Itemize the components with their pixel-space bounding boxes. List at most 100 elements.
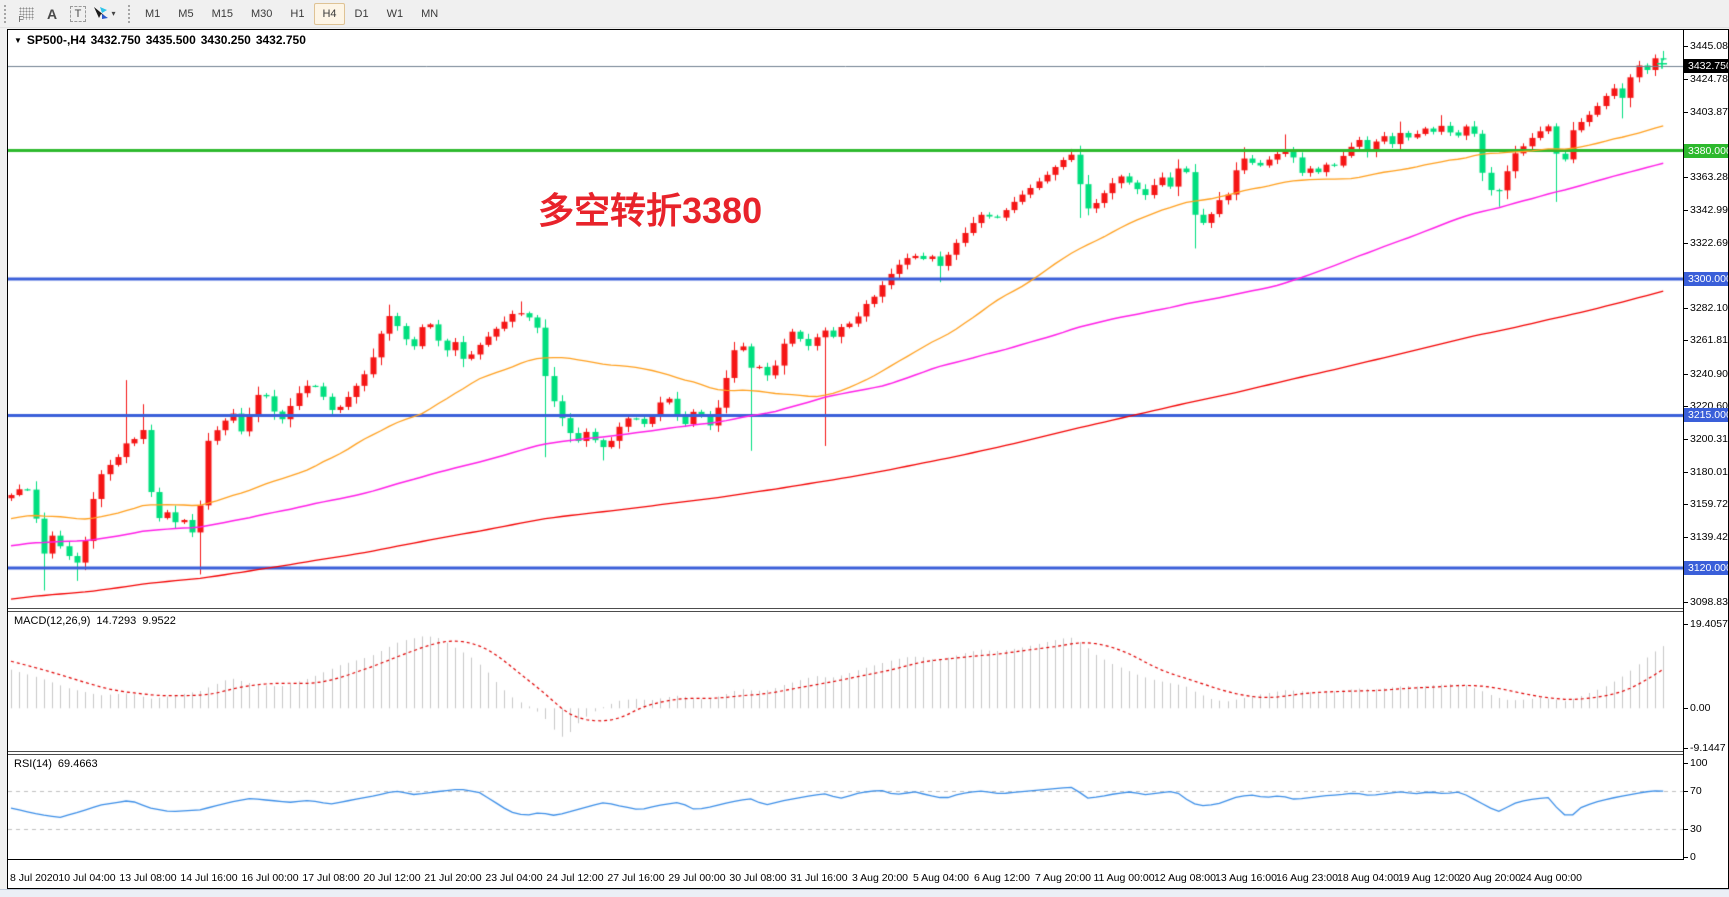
price-chart-canvas[interactable] <box>8 30 1683 860</box>
macd-tick-label: 19.4057 <box>1690 618 1728 631</box>
macd-tick-label: -9.1447 <box>1690 741 1726 754</box>
price-axis[interactable]: 3445.080 3424.785 3403.875 3363.285 3342.990… <box>1683 30 1728 864</box>
date-tick-label: 13 Jul 08:00 <box>119 872 177 884</box>
date-tick-label: 21 Jul 20:00 <box>424 872 482 884</box>
date-tick-label: 24 Jul 12:00 <box>546 872 604 884</box>
date-tick-label: 16 Jul 00:00 <box>241 872 299 884</box>
price-tick-label: 3200.310 <box>1690 433 1728 446</box>
left-dock-strip <box>0 28 7 897</box>
rsi-tick-label: 0 <box>1690 851 1696 864</box>
axis-tick-mark <box>1684 602 1688 603</box>
axis-tick-mark <box>1684 308 1688 309</box>
time-axis-line <box>8 859 1728 860</box>
date-tick-label: 23 Jul 04:00 <box>485 872 543 884</box>
timeframe-group: M1 M5 M15 M30 H1 H4 D1 W1 MN <box>137 2 446 25</box>
level-price-badge: 3300.000 <box>1684 271 1728 286</box>
axis-tick-mark <box>1684 708 1688 709</box>
date-tick-label: 13 Aug 16:00 <box>1215 872 1277 884</box>
timeframe-button-M15[interactable]: M15 <box>211 7 233 20</box>
date-tick-label: 10 Jul 04:00 <box>58 872 116 884</box>
price-tick-label: 3159.720 <box>1690 498 1728 511</box>
grid-icon: F <box>18 7 34 24</box>
label-tool-button[interactable]: A <box>39 2 65 26</box>
timeframe-button-M1[interactable]: M1 <box>145 7 161 20</box>
timeframe-button-M30[interactable]: M30 <box>250 7 273 20</box>
price-tick-label: 3363.285 <box>1690 171 1728 184</box>
timeframe-button-D1[interactable]: D1 <box>354 7 369 20</box>
panel-splitter-macd[interactable] <box>8 608 1728 612</box>
axis-tick-mark <box>1684 829 1688 830</box>
grid-tool-button[interactable]: F <box>13 2 39 26</box>
price-tick-label: 3180.015 <box>1690 465 1728 478</box>
current-price-badge: 3432.750 <box>1684 58 1728 73</box>
high-value: 3435.500 <box>145 33 196 47</box>
top-toolbar: F A T ▾ M1 M5 M15 M30 H1 H4 D1 W1 MN <box>0 0 1729 28</box>
timeframe-button-W1[interactable]: W1 <box>386 7 404 20</box>
timeframe-button-MN[interactable]: MN <box>421 7 439 20</box>
open-value: 3432.750 <box>90 33 141 47</box>
collapse-triangle-icon[interactable]: ▼ <box>14 35 22 45</box>
price-tick-label: 3342.990 <box>1690 203 1728 216</box>
date-tick-label: 24 Aug 00:00 <box>1520 872 1582 884</box>
timeframe-drag-handle[interactable] <box>127 3 132 24</box>
date-tick-label: 18 Aug 04:00 <box>1337 872 1399 884</box>
axis-tick-mark <box>1684 537 1688 538</box>
date-tick-label: 30 Jul 08:00 <box>729 872 787 884</box>
text-annotation[interactable]: 多空转折3380 <box>538 190 763 231</box>
axis-tick-mark <box>1684 439 1688 440</box>
timeframe-button-H4[interactable]: H4 <box>314 2 345 25</box>
axis-tick-mark <box>1684 857 1688 858</box>
date-tick-label: 5 Aug 04:00 <box>912 872 970 884</box>
date-tick-label: 6 Aug 12:00 <box>973 872 1031 884</box>
rsi-tick-label: 70 <box>1690 784 1702 797</box>
low-value: 3430.250 <box>200 33 251 47</box>
date-tick-label: 8 Jul 2020 <box>10 872 59 884</box>
rsi-name: RSI(14) <box>14 758 52 770</box>
panel-splitter-rsi[interactable] <box>8 751 1728 755</box>
date-tick-label: 14 Jul 16:00 <box>180 872 238 884</box>
rsi-value: 69.4663 <box>57 758 98 770</box>
macd-label-row: MACD(12,26,9) 14.7293 9.9522 <box>14 615 176 627</box>
timeframe-button-H1[interactable]: H1 <box>290 7 305 20</box>
price-tick-label: 3424.785 <box>1690 72 1728 85</box>
axis-tick-mark <box>1684 243 1688 244</box>
axis-tick-mark <box>1684 504 1688 505</box>
axis-tick-mark <box>1684 748 1688 749</box>
price-tick-label: 3240.900 <box>1690 367 1728 380</box>
axis-tick-mark <box>1684 340 1688 341</box>
axis-tick-mark <box>1684 791 1688 792</box>
symbol-period-label: SP500-,H4 <box>26 33 86 47</box>
chevron-down-icon: ▾ <box>111 9 116 18</box>
axis-tick-mark <box>1684 406 1688 407</box>
level-price-badge: 3120.000 <box>1684 561 1728 575</box>
level-price-badge: 3215.000 <box>1684 408 1728 423</box>
rsi-tick-label: 30 <box>1690 822 1702 835</box>
label-a-icon: A <box>46 5 58 22</box>
date-tick-label: 12 Aug 08:00 <box>1154 872 1216 884</box>
price-tick-label: 3282.105 <box>1690 301 1728 314</box>
price-tick-label: 3098.835 <box>1690 596 1728 608</box>
chart-window: ▼ SP500-,H4 3432.750 3435.500 3430.250 3… <box>7 29 1729 889</box>
macd-signal-value: 9.9522 <box>142 615 176 627</box>
text-box-icon: T <box>70 5 86 22</box>
date-tick-label: 19 Aug 12:00 <box>1398 872 1460 884</box>
rsi-tick-label: 100 <box>1690 756 1708 769</box>
text-tool-button[interactable]: T <box>65 2 91 26</box>
chart-title-row: ▼ SP500-,H4 3432.750 3435.500 3430.250 3… <box>14 33 306 47</box>
axis-tick-mark <box>1684 763 1688 764</box>
date-tick-label: 31 Jul 16:00 <box>790 872 848 884</box>
axis-tick-mark <box>1684 79 1688 80</box>
axis-tick-mark <box>1684 46 1688 47</box>
status-bar <box>0 889 1729 897</box>
price-tick-label: 3139.425 <box>1690 530 1728 543</box>
toolbar-drag-handle[interactable] <box>3 3 8 24</box>
timeframe-button-M5[interactable]: M5 <box>178 7 194 20</box>
date-tick-label: 7 Aug 20:00 <box>1034 872 1092 884</box>
axis-tick-mark <box>1684 472 1688 473</box>
date-tick-label: 11 Aug 00:00 <box>1093 872 1155 884</box>
arrows-tool-button[interactable]: ▾ <box>91 2 117 26</box>
price-tick-label: 3403.875 <box>1690 106 1728 119</box>
macd-name: MACD(12,26,9) <box>14 615 91 627</box>
date-tick-label: 27 Jul 16:00 <box>607 872 665 884</box>
date-tick-label: 20 Aug 20:00 <box>1459 872 1521 884</box>
